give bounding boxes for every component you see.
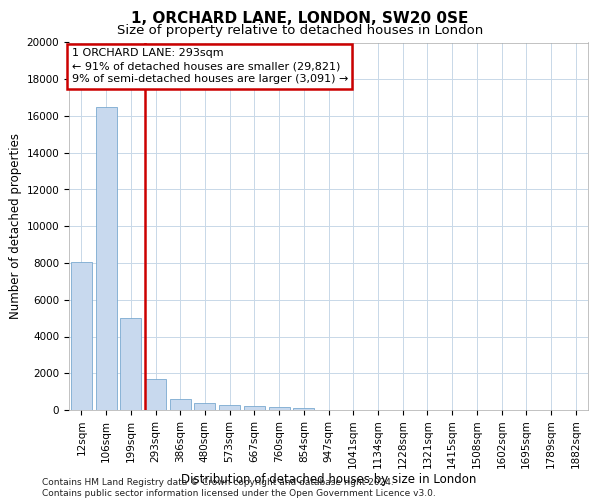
Bar	[71, 262, 92, 410]
Bar	[170, 399, 191, 410]
Text: Contains HM Land Registry data © Crown copyright and database right 2024.
Contai: Contains HM Land Registry data © Crown c…	[42, 478, 436, 498]
Text: Size of property relative to detached houses in London: Size of property relative to detached ho…	[117, 24, 483, 37]
Bar	[120, 318, 141, 410]
Text: 1, ORCHARD LANE, LONDON, SW20 0SE: 1, ORCHARD LANE, LONDON, SW20 0SE	[131, 11, 469, 26]
Bar	[244, 406, 265, 410]
Text: 1 ORCHARD LANE: 293sqm
← 91% of detached houses are smaller (29,821)
9% of semi-: 1 ORCHARD LANE: 293sqm ← 91% of detached…	[71, 48, 348, 84]
Bar	[219, 404, 240, 410]
Bar	[293, 408, 314, 410]
Y-axis label: Number of detached properties: Number of detached properties	[10, 133, 22, 320]
Bar	[145, 379, 166, 410]
X-axis label: Distribution of detached houses by size in London: Distribution of detached houses by size …	[181, 472, 476, 486]
Bar	[95, 107, 116, 410]
Bar	[269, 407, 290, 410]
Bar	[194, 402, 215, 410]
